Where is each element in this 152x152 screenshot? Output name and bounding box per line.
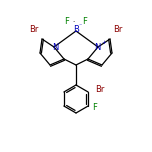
Text: N: N [94, 43, 100, 52]
Text: F: F [92, 104, 97, 112]
Text: Br: Br [95, 85, 105, 95]
Text: F: F [83, 17, 87, 26]
Text: ⁻: ⁻ [78, 24, 82, 29]
Text: .: . [72, 17, 74, 22]
Text: Br: Br [29, 26, 39, 35]
Text: B: B [73, 26, 79, 35]
Text: N: N [52, 43, 58, 52]
Text: F: F [65, 17, 69, 26]
Text: Br: Br [113, 26, 123, 35]
Text: +: + [102, 40, 106, 45]
